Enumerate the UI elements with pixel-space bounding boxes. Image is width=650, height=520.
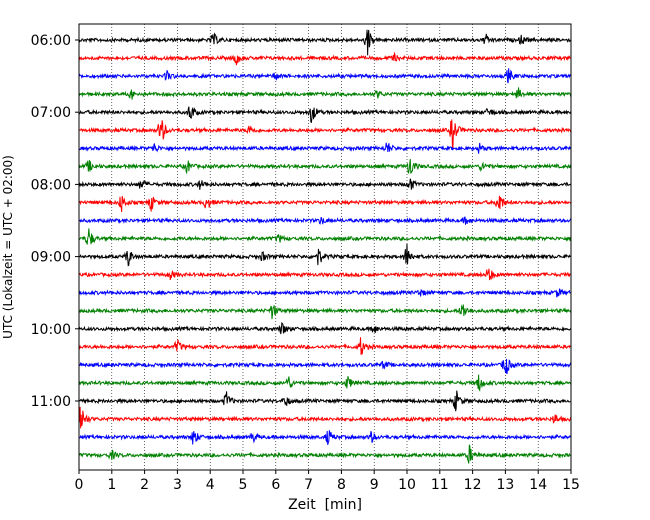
x-tick-label: 6	[271, 477, 280, 493]
trace-0730	[79, 142, 571, 154]
y-tick-label: 06:00	[31, 33, 71, 49]
x-tick-label: 8	[337, 477, 346, 493]
x-tick-label: 9	[370, 477, 379, 493]
y-tick-label: 07:00	[31, 105, 71, 121]
trace-0830	[79, 216, 571, 225]
y-axis: 06:00 07:00 08:00 09:00 10:00 11:00	[31, 33, 79, 410]
y-tick-label: 11:00	[31, 394, 71, 410]
x-tick-label: 2	[140, 477, 149, 493]
y-tick-label: 09:00	[31, 250, 71, 266]
x-tick-label: 1	[107, 477, 116, 493]
plot-background	[79, 24, 571, 470]
x-tick-label: 13	[496, 477, 514, 493]
trace-1145	[79, 444, 571, 464]
trace-1130	[79, 430, 571, 445]
trace-0845	[79, 228, 571, 245]
trace-0930	[79, 288, 571, 298]
plot-frame	[78, 23, 572, 471]
trace-0800	[79, 178, 571, 190]
x-tick-label: 3	[173, 477, 182, 493]
trace-0700	[79, 106, 571, 124]
x-axis-label: Zeit [min]	[288, 497, 362, 513]
trace-1030	[79, 358, 571, 374]
trace-1015	[79, 337, 571, 355]
trace-0900	[79, 243, 571, 267]
x-axis: 0 1 2 3 4 5 6 7 8 9 10 11 12 13 14 15	[75, 470, 580, 493]
trace-0645	[79, 87, 571, 100]
trace-1000	[79, 322, 571, 335]
trace-0715	[79, 119, 571, 150]
trace-1100	[79, 390, 571, 412]
x-tick-label: 0	[75, 477, 84, 493]
trace-0945	[79, 304, 571, 320]
y-tick-label: 08:00	[31, 177, 71, 193]
x-tick-label: 5	[239, 477, 248, 493]
trace-1045	[79, 374, 571, 392]
trace-0600	[79, 29, 571, 56]
trace-0630	[79, 68, 571, 84]
y-axis-label: UTC (Lokalzeit = UTC + 02:00)	[1, 155, 15, 339]
trace-0915	[79, 268, 571, 281]
x-tick-label: 15	[562, 477, 580, 493]
x-tick-label: 4	[206, 477, 215, 493]
trace-0815	[79, 195, 571, 213]
y-tick-label: 10:00	[31, 322, 71, 338]
trace-group	[79, 29, 571, 464]
x-tick-label: 7	[304, 477, 313, 493]
x-tick-label: 14	[529, 477, 547, 493]
x-tick-label: 12	[464, 477, 482, 493]
x-tick-label: 11	[431, 477, 449, 493]
trace-1115	[79, 406, 571, 429]
trace-0615	[79, 51, 571, 66]
trace-0745	[79, 159, 571, 175]
x-tick-label: 10	[398, 477, 416, 493]
